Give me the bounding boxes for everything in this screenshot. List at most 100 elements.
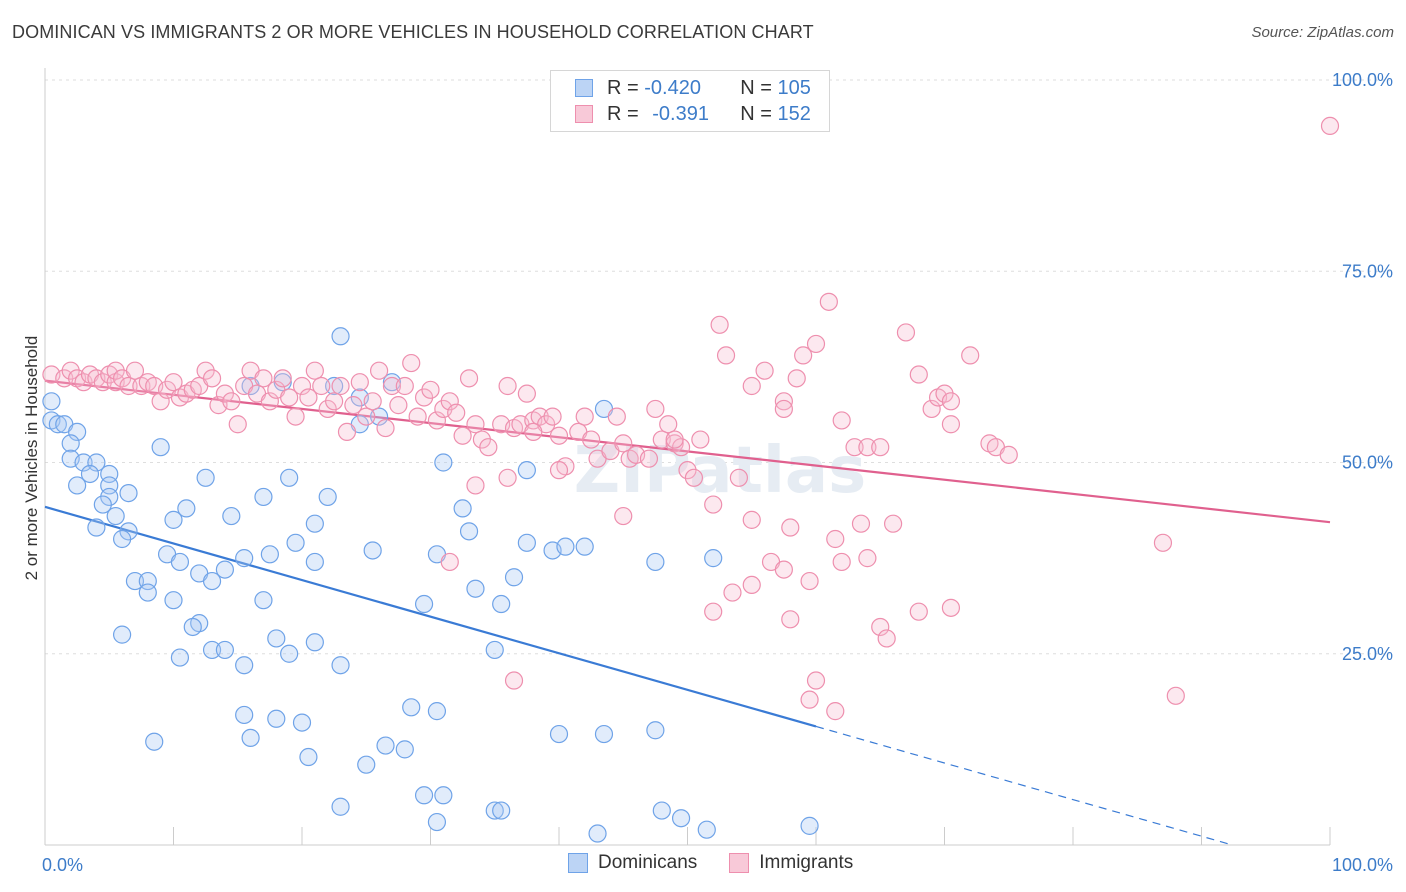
immigrants-point: [716, 346, 736, 365]
dominicans-point: [414, 786, 434, 805]
immigrants-point: [440, 392, 459, 411]
legend-swatch-pink: [575, 105, 593, 123]
immigrants-point: [704, 602, 723, 621]
immigrants-point: [164, 373, 183, 392]
immigrants-point: [325, 392, 344, 411]
immigrants-point: [742, 376, 761, 396]
legend-swatch-blue: [575, 79, 593, 97]
immigrants-point: [941, 415, 961, 434]
dominicans-point: [331, 797, 350, 816]
legend-swatch-pink: [729, 853, 750, 873]
immigrants-point: [524, 422, 543, 441]
n-value: 105: [777, 76, 811, 99]
immigrants-point: [376, 418, 395, 438]
immigrants-point: [312, 376, 331, 396]
immigrants-point: [871, 617, 890, 637]
dominicans-point: [183, 617, 202, 637]
dominicans-point: [254, 591, 273, 610]
dominicans-point: [434, 453, 453, 472]
immigrants-point: [504, 671, 524, 690]
immigrants-point: [151, 392, 170, 411]
dominicans-point: [331, 327, 350, 346]
dominicans-point: [112, 625, 132, 644]
immigrants-point: [723, 583, 742, 602]
stats-legend: R = -0.420 N = 105 R = -0.391 N = 152: [550, 70, 830, 132]
immigrants-point: [832, 411, 851, 430]
legend-item-dominicans: Dominicans: [568, 852, 697, 874]
dominicans-point: [395, 740, 414, 759]
dominicans-point: [170, 552, 190, 572]
dominicans-point: [363, 541, 382, 560]
immigrants-point: [607, 407, 626, 426]
immigrants-point: [447, 403, 466, 422]
dominicans-trend-line: [44, 505, 817, 728]
source-credit: Source: ZipAtlas.com: [1251, 24, 1394, 41]
immigrants-point: [755, 361, 774, 380]
immigrants-point: [851, 514, 871, 533]
dominicans-point: [61, 434, 80, 453]
immigrants-point: [382, 376, 402, 396]
legend-swatch-blue: [568, 853, 588, 873]
legend-label-dominicans: Dominicans: [598, 852, 698, 873]
immigrants-point: [453, 426, 472, 445]
dominicans-point: [260, 545, 279, 564]
dominicans-point: [492, 801, 511, 820]
dominicans-point: [427, 812, 447, 832]
dominicans-point: [575, 537, 594, 556]
immigrants-point: [517, 384, 536, 403]
y-tick-label: 25.0%: [1342, 644, 1393, 664]
immigrants-point: [614, 506, 633, 526]
dominicans-point: [87, 453, 106, 472]
watermark: ZIPatlas: [574, 434, 866, 508]
r-label: R =: [607, 102, 639, 125]
dominicans-point: [504, 568, 524, 587]
immigrants-point: [800, 571, 819, 591]
immigrants-point: [363, 392, 382, 411]
dominicans-point: [119, 484, 138, 503]
trend-lines: [44, 379, 1331, 846]
dominicans-point: [357, 755, 376, 774]
dominicans-point: [196, 468, 215, 487]
immigrants-point: [370, 361, 389, 380]
immigrants-point: [896, 323, 916, 342]
dominicans-trend-extension: [815, 725, 1233, 846]
dominicans-point: [402, 698, 421, 717]
dominicans-point: [42, 392, 61, 411]
immigrants-point: [806, 334, 826, 354]
immigrants-point: [845, 438, 864, 457]
immigrants-point: [466, 415, 485, 434]
dominicans-point: [235, 549, 254, 568]
dominicans-point: [145, 732, 164, 751]
immigrants-point: [575, 407, 594, 426]
immigrants-point: [710, 315, 729, 334]
immigrants-point: [228, 415, 247, 434]
immigrants-point: [260, 392, 279, 411]
dominicans-point: [48, 415, 67, 434]
immigrants-point: [299, 388, 318, 407]
dominicans-point: [459, 522, 479, 541]
dominicans-point: [800, 816, 819, 835]
immigrants-point: [742, 575, 761, 595]
dominicans-point: [453, 499, 472, 518]
dominicans-point: [376, 736, 395, 755]
r-value: -0.420: [644, 76, 701, 99]
immigrants-point: [222, 392, 241, 411]
immigrants-point: [498, 376, 517, 396]
dominicans-point: [671, 809, 691, 828]
y-tick-label: 100.0%: [1332, 70, 1393, 90]
immigrants-point: [871, 438, 890, 457]
legend-row-immigrants: R = -0.391 N = 152: [575, 102, 811, 126]
dominicans-point: [93, 495, 112, 514]
dominicans-point: [74, 453, 93, 472]
dominicans-point: [286, 533, 305, 552]
immigrants-point: [729, 468, 749, 487]
dominicans-point: [427, 702, 447, 721]
immigrants-point: [858, 549, 877, 568]
legend-item-immigrants: Immigrants: [729, 852, 853, 874]
immigrants-point: [350, 373, 369, 392]
dominicans-point: [646, 552, 665, 572]
immigrants-point: [498, 468, 517, 487]
n-value: 152: [777, 102, 811, 125]
immigrants-point: [832, 552, 851, 572]
immigrants-point: [800, 690, 819, 709]
